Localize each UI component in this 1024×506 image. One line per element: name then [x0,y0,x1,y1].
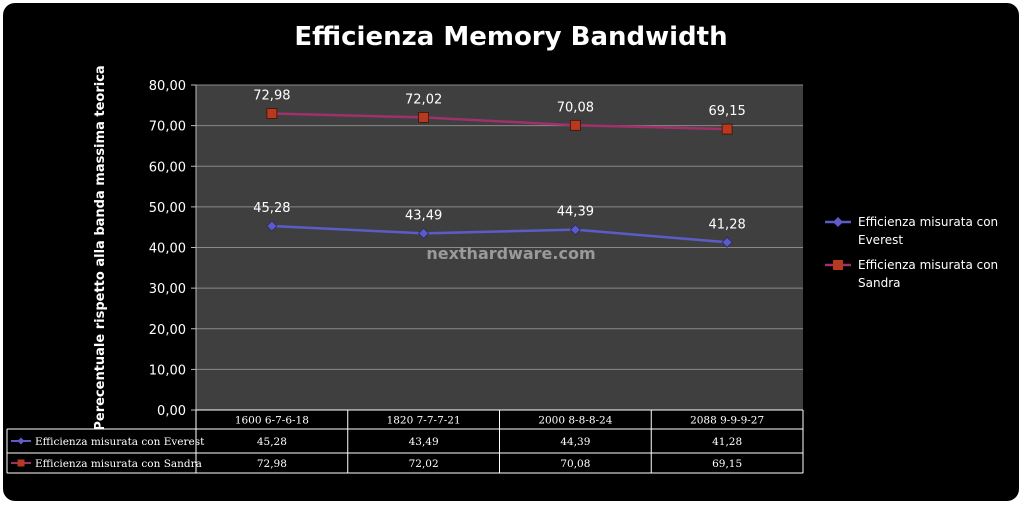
data-point [569,119,581,131]
table-category-cell: 2088 9-9-9-27 [690,415,764,427]
data-point [721,236,733,248]
table-category-cell: 1820 7-7-7-21 [387,415,461,427]
chart-frame: Efficienza Memory Bandwidth Perecentuale… [3,3,1019,501]
data-point [266,108,278,119]
table-value-cell: 45,28 [257,436,287,448]
table-value-cell: 44,39 [560,436,590,448]
y-axis-label: Perecentuale rispetto alla banda massima… [93,65,108,430]
y-tick-label: 0,00 [157,404,186,419]
legend-marker [833,217,843,227]
data-point [418,112,430,123]
y-tick-label: 30,00 [149,282,186,297]
data-point [418,227,430,239]
data-label: 41,28 [709,217,746,232]
table-category-cell: 2000 8-8-8-24 [538,415,612,427]
legend: Efficienza misurata con Everest Efficienza… [825,215,998,290]
legend-marker [833,260,843,270]
table-series-name: Efficienza misurata con Everest [35,436,205,448]
series-line [271,112,728,131]
y-tick-label: 10,00 [149,363,186,378]
y-tick-labels: 0,00 10,00 20,00 30,00 40,00 50,00 60,00 70,00 8… [149,79,186,419]
table-legend-marker [17,437,25,445]
data-point [266,220,278,232]
table-series-name: Efficienza misurata con Sandra [35,458,202,470]
table-value-cell: 72,98 [257,458,287,470]
table-value-cell: 41,28 [712,436,742,448]
series-layer: 45,28 43,49 44,39 41,28 72,98 72,02 70,08 69,15 [253,89,746,248]
table-category-cell: 1600 6-7-6-18 [235,415,309,427]
y-tick-label: 50,00 [149,201,186,216]
gridlines [191,84,803,411]
data-label: 72,98 [253,89,290,104]
legend-label: Everest [858,233,903,247]
y-tick-label: 40,00 [149,242,186,257]
line-chart: Efficienza Memory Bandwidth Perecentuale… [6,22,998,474]
data-label: 43,49 [405,208,442,223]
table-value-cell: 43,49 [409,436,439,448]
data-label: 72,02 [405,92,442,107]
series-line [271,224,728,244]
data-label: 44,39 [557,205,594,220]
data-label: 45,28 [253,201,290,216]
table-legend-marker [17,459,25,467]
legend-label: Efficienza misurata con [858,258,998,272]
watermark: nexthardware.com [426,244,595,263]
data-label: 70,08 [557,100,594,115]
data-point [569,224,581,236]
table-value-cell: 72,02 [409,458,439,470]
table-value-cell: 70,08 [560,458,590,470]
legend-label: Sandra [858,276,900,290]
table-value-cell: 69,15 [712,458,742,470]
data-label: 69,15 [709,104,746,119]
data-table: 1600 6-7-6-18 1820 7-7-7-21 2000 8-8-8-24 2… [6,409,804,474]
y-tick-label: 70,00 [149,120,186,135]
chart-title: Efficienza Memory Bandwidth [294,22,727,52]
y-tick-label: 20,00 [149,323,186,338]
y-tick-label: 80,00 [149,79,186,94]
y-tick-label: 60,00 [149,160,186,175]
legend-label: Efficienza misurata con [858,215,998,229]
data-point [721,123,733,135]
